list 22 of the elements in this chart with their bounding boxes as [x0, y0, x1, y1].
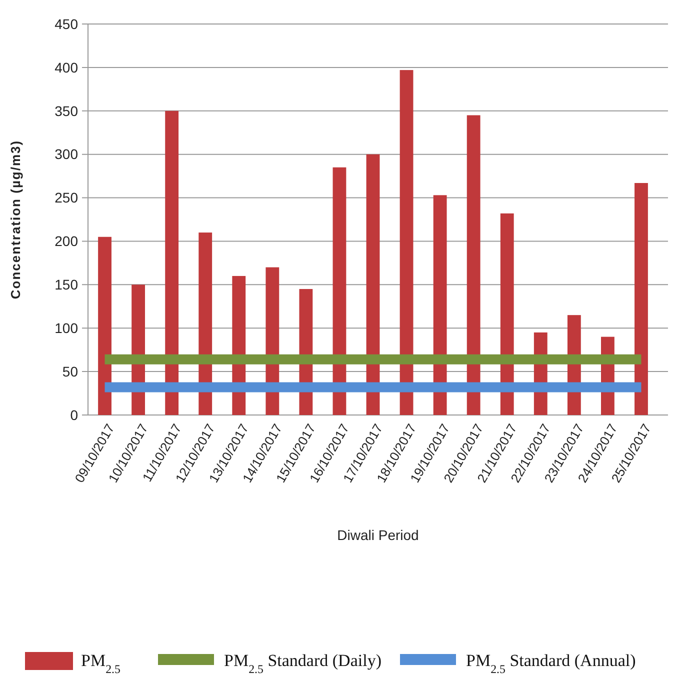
y-tick-label: 450 — [54, 16, 78, 32]
y-tick-label: 200 — [54, 233, 78, 250]
y-tick-label: 100 — [54, 320, 78, 336]
y-tick-label: 300 — [54, 146, 78, 162]
y-tick-label: 0 — [70, 406, 78, 423]
y-tick-label: 250 — [54, 190, 78, 206]
y-tick-label: 350 — [54, 102, 78, 119]
x-axis-title: Diwali Period — [337, 527, 419, 543]
bar — [400, 70, 414, 415]
legend-label: PM$_{2.5}$ — [81, 651, 120, 676]
legend-label: PM$_{2.5}$ Standard (Daily) — [224, 651, 382, 676]
y-tick-label: 400 — [54, 59, 78, 76]
bar — [500, 213, 514, 415]
bar — [165, 110, 179, 415]
y-axis-title: Concentration (µg/m3) — [8, 140, 23, 300]
bar — [433, 195, 447, 415]
bar — [466, 115, 480, 415]
y-tick-label: 150 — [54, 276, 78, 293]
y-tick-label: 50 — [62, 363, 78, 380]
bar — [634, 183, 648, 415]
bar — [98, 236, 112, 415]
legend-label: PM$_{2.5}$ Standard (Annual) — [466, 651, 636, 676]
